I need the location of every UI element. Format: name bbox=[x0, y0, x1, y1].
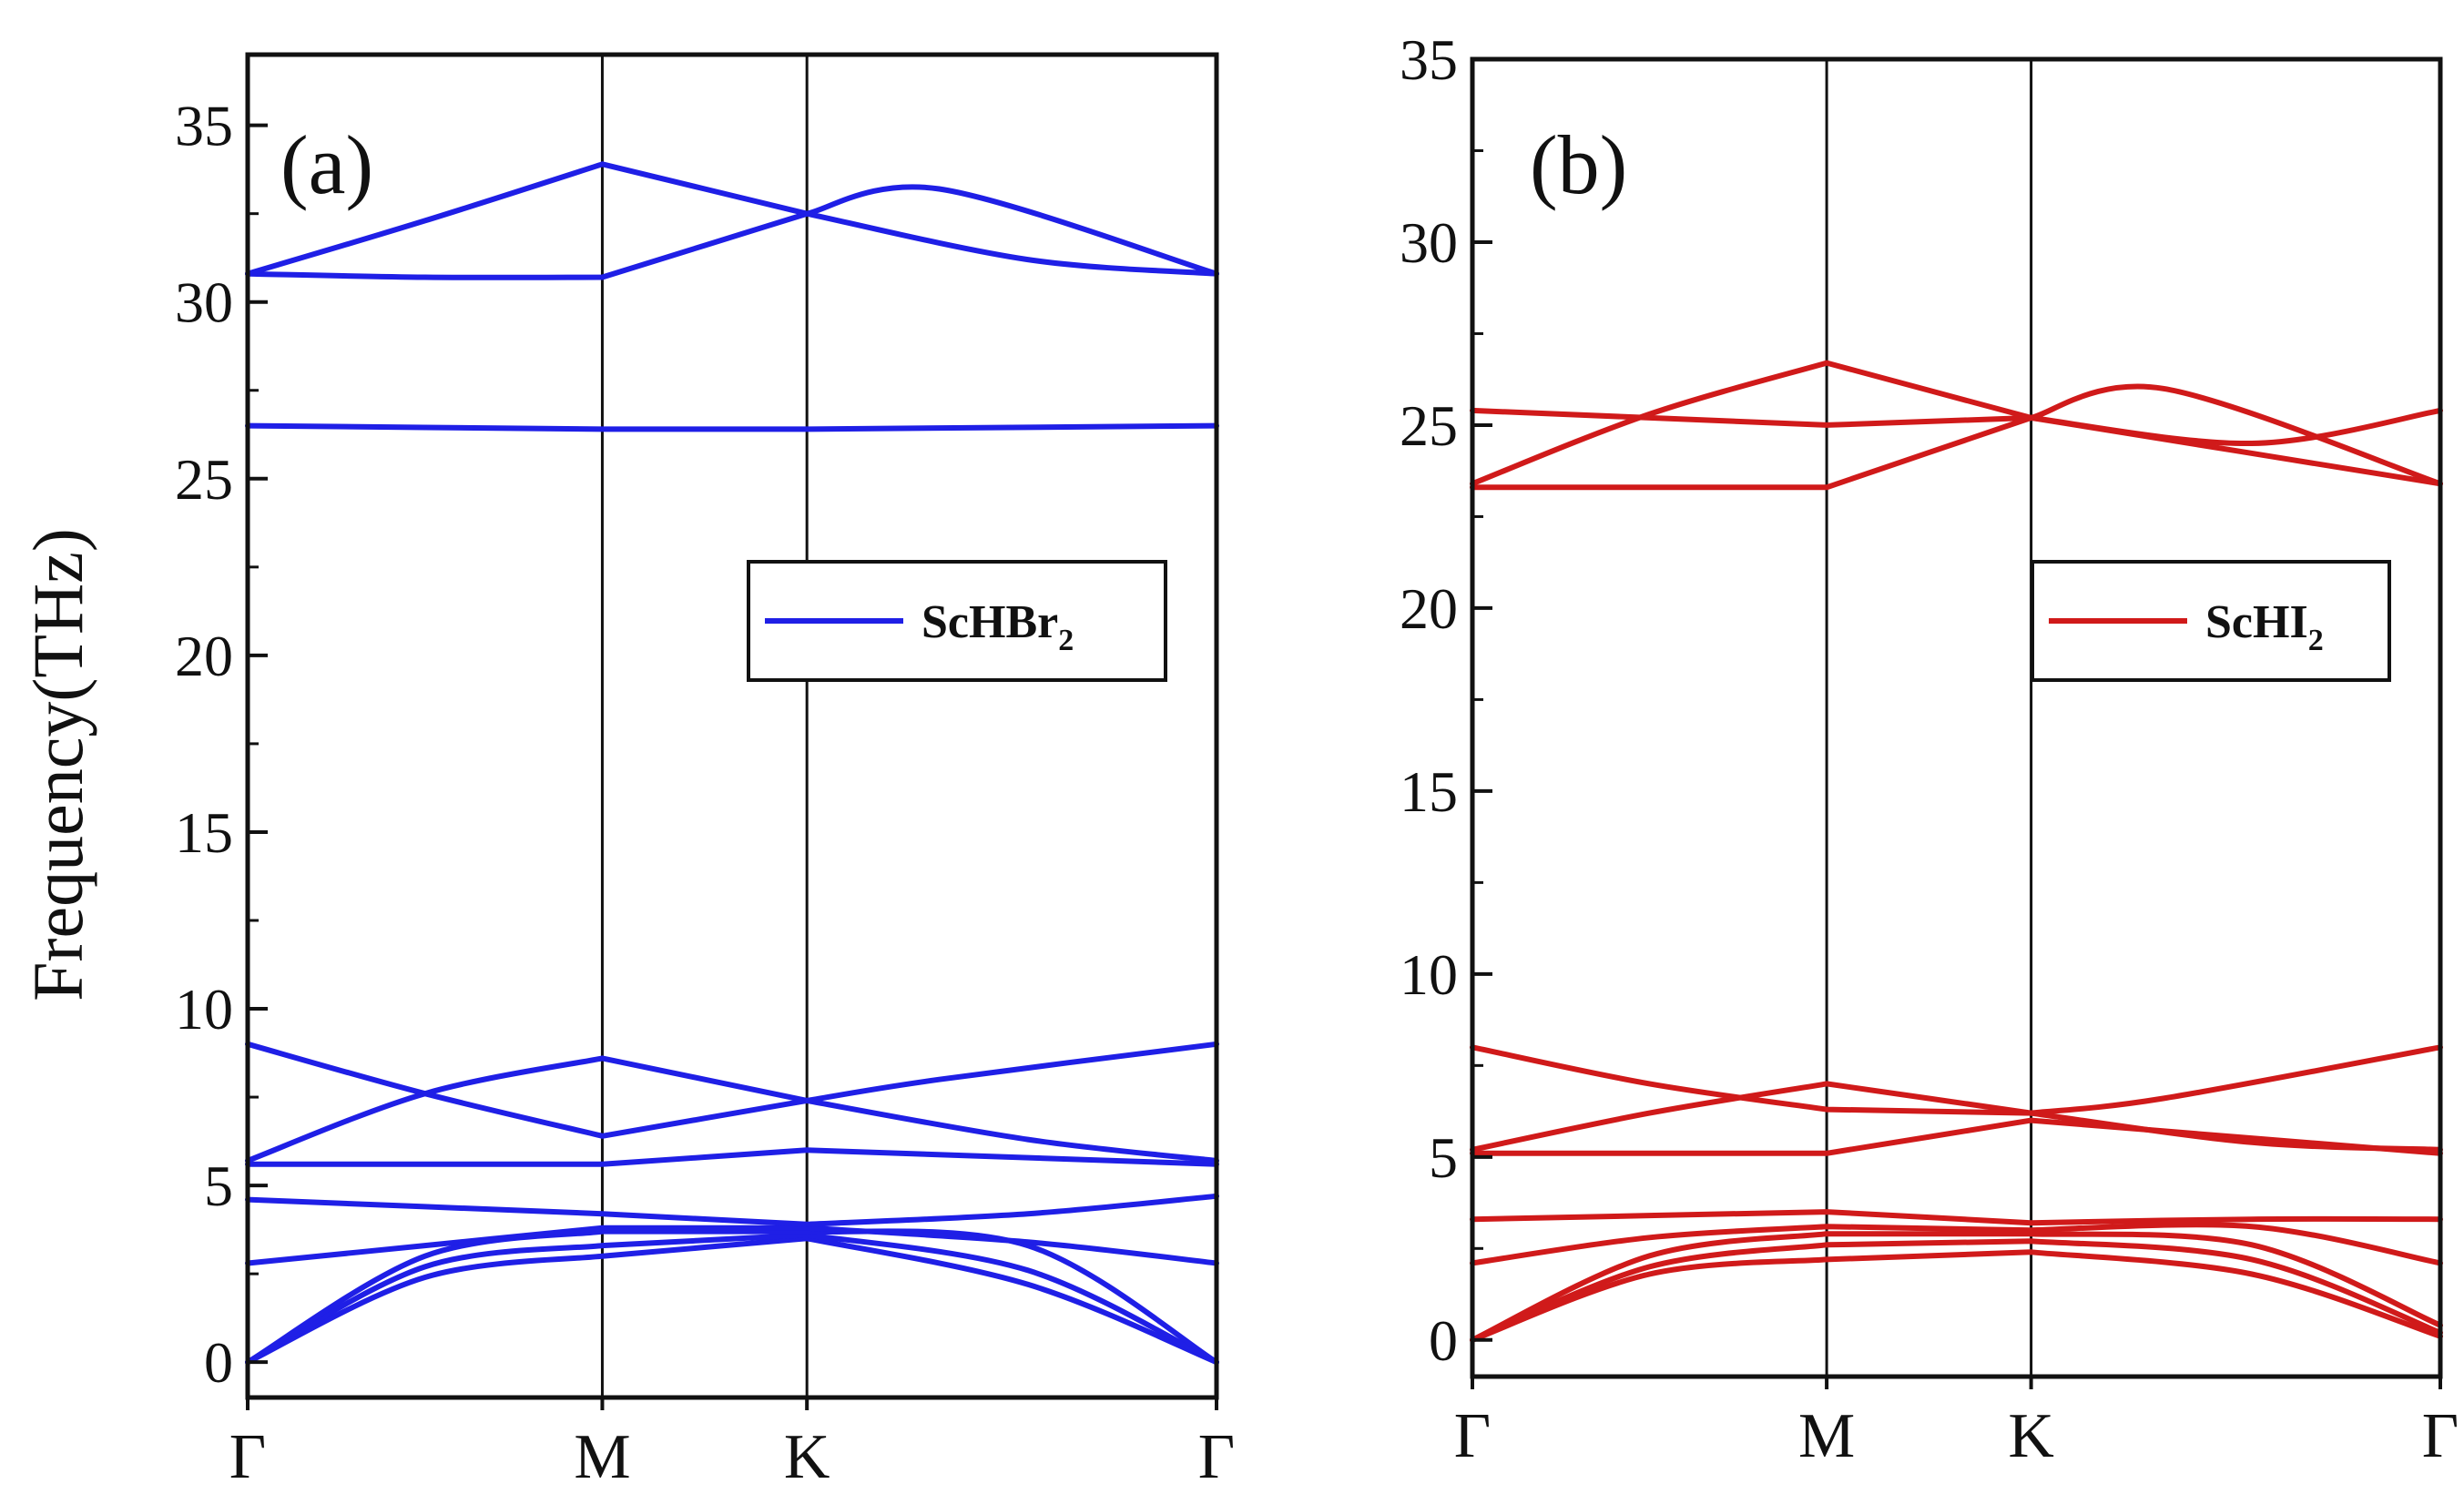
y-tick-label: 20 bbox=[1400, 576, 1458, 641]
y-tick-label: 0 bbox=[1429, 1308, 1458, 1373]
y-tick-label: 15 bbox=[1400, 759, 1458, 824]
band-O3 bbox=[245, 1147, 1219, 1167]
y-tick-label: 5 bbox=[1429, 1125, 1458, 1190]
band-O8 bbox=[245, 161, 1219, 277]
legend: ScHBr2 bbox=[747, 560, 1167, 682]
kpoint-label: K bbox=[2008, 1401, 2054, 1471]
kpoint-label: Γ bbox=[1454, 1401, 1491, 1471]
plot-frame bbox=[245, 52, 1219, 1400]
y-tick-label: 0 bbox=[204, 1330, 233, 1395]
band-ZA bbox=[245, 1235, 1219, 1366]
y-tick-label: 10 bbox=[175, 977, 233, 1042]
y-tick-label: 35 bbox=[175, 94, 233, 158]
legend: ScHI2 bbox=[2031, 560, 2391, 682]
kpoint-label: M bbox=[1798, 1401, 1855, 1471]
y-tick-label: 30 bbox=[1400, 210, 1458, 275]
y-tick-label: 25 bbox=[175, 447, 233, 512]
y-tick-label: 10 bbox=[1400, 942, 1458, 1007]
y-axis-label: Frequency(THz) bbox=[18, 528, 97, 1001]
y-tick-label: 35 bbox=[1400, 27, 1458, 92]
y-tick-label: 20 bbox=[175, 624, 233, 688]
band-LA bbox=[1470, 1231, 2443, 1343]
kpoint-label: Γ bbox=[2422, 1401, 2459, 1471]
band-O2 bbox=[245, 1193, 1219, 1227]
band-O7 bbox=[245, 184, 1219, 280]
band-O8 bbox=[1470, 407, 2443, 447]
panel-tag: (b) bbox=[1530, 118, 1627, 211]
y-tick-label: 25 bbox=[1400, 393, 1458, 458]
legend-label: ScHI2 bbox=[2205, 596, 2324, 657]
plot-frame bbox=[1470, 56, 2443, 1379]
band-O6 bbox=[245, 422, 1219, 432]
legend-subscript: 2 bbox=[1058, 624, 1074, 657]
y-tick-label: 15 bbox=[175, 800, 233, 865]
kpoint-label: Γ bbox=[229, 1422, 266, 1492]
legend-label: ScHBr2 bbox=[921, 596, 1074, 657]
band-O3 bbox=[1470, 1117, 2443, 1156]
kpoint-label: Γ bbox=[1198, 1422, 1235, 1492]
band-O5 bbox=[1470, 1044, 2443, 1116]
band-O1 bbox=[1470, 1222, 2443, 1266]
kpoint-label: K bbox=[784, 1422, 830, 1492]
panel-a: 0 5 10 15 20 25 30 35 Γ M K Γ (a) ScHBr2 bbox=[175, 52, 1235, 1492]
band-O4 bbox=[245, 1055, 1219, 1164]
band-O5 bbox=[245, 1041, 1219, 1139]
panel-tag: (a) bbox=[280, 118, 373, 211]
y-tick-label: 5 bbox=[204, 1154, 233, 1218]
band-O7 bbox=[1470, 360, 2443, 487]
kpoint-label: M bbox=[574, 1422, 630, 1492]
panel-b: 0 5 10 15 20 25 30 35 Γ M K Γ (b) ScHI2 bbox=[1400, 27, 2459, 1471]
y-tick-label: 30 bbox=[175, 270, 233, 335]
band-O1 bbox=[245, 1225, 1219, 1266]
legend-subscript: 2 bbox=[2308, 624, 2324, 657]
band-O2 bbox=[1470, 1209, 2443, 1226]
